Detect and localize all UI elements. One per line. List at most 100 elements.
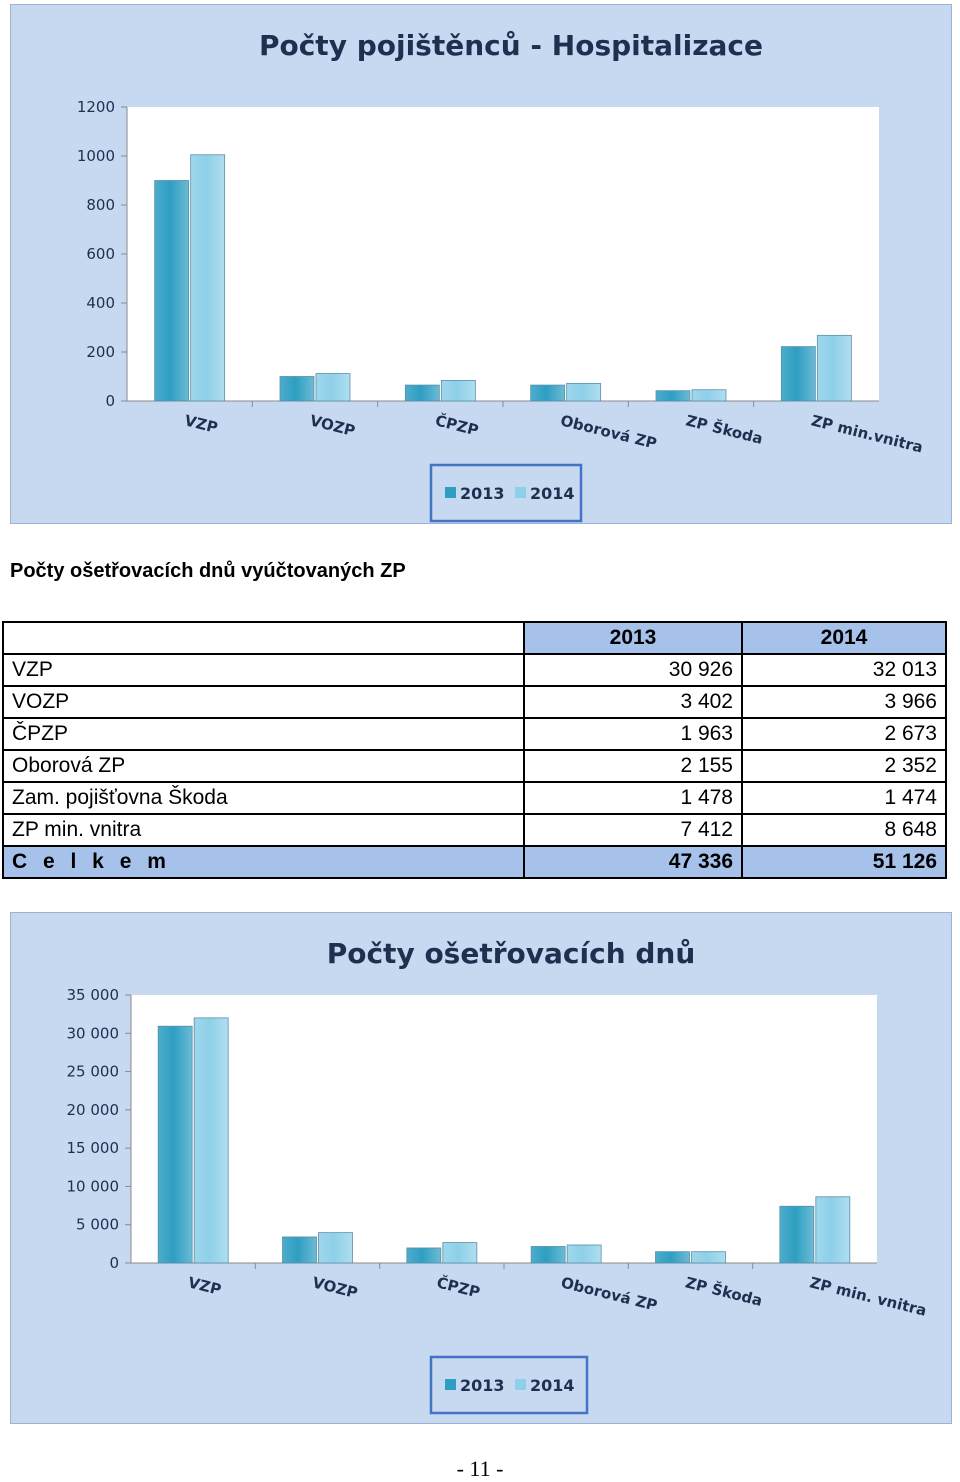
bar-2014 xyxy=(442,1242,478,1264)
table-row: ČPZP 1 963 2 673 xyxy=(2,717,947,751)
bar-2014 xyxy=(566,1244,602,1264)
bar-2014 xyxy=(440,380,476,402)
chart-osetrovaci-dny-svg: Počty ošetřovacích dnů 0 5 000 10 000 15 000… xyxy=(67,937,929,1415)
plot-area xyxy=(127,107,879,401)
row-value-2013: 7 412 xyxy=(523,813,743,847)
bar-2013 xyxy=(282,1236,317,1264)
table-header-row: 2013 2014 xyxy=(2,621,947,655)
chart-hospitalizace-svg: Počty pojištěnců - Hospitalizace 0 200 400 6… xyxy=(77,29,925,523)
table-header-2014: 2014 xyxy=(741,621,947,655)
category-label: ZP min. vnitra xyxy=(808,1273,929,1319)
bar-2013 xyxy=(404,384,440,402)
category-label: VZP xyxy=(186,1273,223,1299)
y-tick-label: 10 000 xyxy=(67,1177,120,1195)
y-tick-label: 0 xyxy=(105,392,115,410)
legend-label-2013: 2013 xyxy=(460,1376,505,1395)
category-label: ZP Škoda xyxy=(684,410,765,447)
y-tick-label: 15 000 xyxy=(67,1139,120,1157)
row-value-2014: 32 013 xyxy=(741,653,947,687)
bar-2014 xyxy=(691,1251,726,1264)
bar-2014 xyxy=(315,373,351,402)
y-tick-label: 30 000 xyxy=(67,1024,120,1042)
y-tick-label: 200 xyxy=(86,343,115,361)
row-value-2013: 1 478 xyxy=(523,781,743,815)
table-row: VZP 30 926 32 013 xyxy=(2,653,947,687)
row-name: ZP min. vnitra xyxy=(2,813,525,847)
row-value-2014: 2 352 xyxy=(741,749,947,783)
category-label: ČPZP xyxy=(435,1272,482,1301)
row-value-2014: 3 966 xyxy=(741,685,947,719)
y-tick-label: 800 xyxy=(86,196,115,214)
table-row: Oborová ZP 2 155 2 352 xyxy=(2,749,947,783)
row-value-2014: 1 474 xyxy=(741,781,947,815)
table-row: VOZP 3 402 3 966 xyxy=(2,685,947,719)
bar-2013 xyxy=(655,390,691,402)
table-header-blank xyxy=(2,621,525,655)
bar-2013 xyxy=(279,376,315,402)
legend-swatch-2014 xyxy=(515,487,526,498)
bar-2013 xyxy=(780,346,816,402)
table-header-2013: 2013 xyxy=(523,621,743,655)
y-tick-label: 600 xyxy=(86,245,115,263)
category-label: VOZP xyxy=(311,1273,360,1302)
bar-2013 xyxy=(530,1246,566,1264)
bar-2013 xyxy=(406,1247,442,1264)
row-name: VOZP xyxy=(2,685,525,719)
legend-box xyxy=(429,1355,589,1415)
row-value-2014: 2 673 xyxy=(741,717,947,751)
y-tick-label: 35 000 xyxy=(67,986,120,1004)
y-tick-label: 25 000 xyxy=(67,1063,120,1081)
y-tick-label: 0 xyxy=(109,1254,119,1272)
row-value-2013: 30 926 xyxy=(523,653,743,687)
bar-2013 xyxy=(157,1025,193,1264)
bar-2013 xyxy=(779,1205,815,1264)
category-label: ČPZP xyxy=(433,410,480,439)
bar-2014 xyxy=(318,1232,353,1264)
page-number: - 11 - xyxy=(456,1456,504,1481)
legend-label-2013: 2013 xyxy=(460,484,505,503)
row-name: Oborová ZP xyxy=(2,749,525,783)
bar-2014 xyxy=(566,382,602,402)
table-row: ZP min. vnitra 7 412 8 648 xyxy=(2,813,947,847)
total-value-2013: 47 336 xyxy=(523,845,743,879)
table-row: Zam. pojišťovna Škoda 1 478 1 474 xyxy=(2,781,947,815)
bar-2014 xyxy=(193,1017,229,1264)
bar-2014 xyxy=(815,1196,851,1264)
chart-osetrovaci-dny: Počty ošetřovacích dnů 0 5 000 10 000 15 000… xyxy=(10,912,952,1424)
plot-area xyxy=(131,995,877,1263)
legend-swatch-2013 xyxy=(445,1379,456,1390)
table-title: Počty ošetřovacích dnů vyúčtovaných ZP xyxy=(10,560,406,582)
y-tick-label: 1000 xyxy=(77,147,115,165)
bar-2014 xyxy=(190,154,226,402)
osetrovaci-dny-table: 2013 2014 VZP 30 926 32 013 VOZP 3 402 3… xyxy=(2,621,947,879)
row-name: ČPZP xyxy=(2,717,525,751)
row-value-2013: 2 155 xyxy=(523,749,743,783)
bar-2013 xyxy=(530,384,566,402)
row-value-2014: 8 648 xyxy=(741,813,947,847)
category-label: ZP Škoda xyxy=(684,1272,765,1309)
legend: 2013 2014 xyxy=(429,1355,589,1415)
category-label: ZP min.vnitra xyxy=(809,411,924,456)
total-name: C e l k e m xyxy=(2,845,525,879)
row-name: VZP xyxy=(2,653,525,687)
bar-2014 xyxy=(691,389,727,402)
row-value-2013: 1 963 xyxy=(523,717,743,751)
legend-label-2014: 2014 xyxy=(530,1376,575,1395)
chart-title: Počty pojištěnců - Hospitalizace xyxy=(259,29,763,62)
row-name: Zam. pojišťovna Škoda xyxy=(2,781,525,815)
row-value-2013: 3 402 xyxy=(523,685,743,719)
legend: 2013 2014 xyxy=(429,463,583,523)
y-tick-label: 5 000 xyxy=(76,1216,119,1234)
table-total-row: C e l k e m 47 336 51 126 xyxy=(2,845,947,879)
total-value-2014: 51 126 xyxy=(741,845,947,879)
legend-swatch-2014 xyxy=(515,1379,526,1390)
bar-2014 xyxy=(816,334,852,402)
chart-hospitalizace: Počty pojištěnců - Hospitalizace 0 200 400 6… xyxy=(10,4,952,524)
y-tick-label: 20 000 xyxy=(67,1101,120,1119)
bar-2013 xyxy=(154,180,190,402)
category-label: VOZP xyxy=(308,411,357,440)
legend-label-2014: 2014 xyxy=(530,484,575,503)
bar-2013 xyxy=(655,1251,690,1264)
category-label: Oborová ZP xyxy=(559,1273,659,1314)
category-label: Oborová ZP xyxy=(559,411,659,452)
